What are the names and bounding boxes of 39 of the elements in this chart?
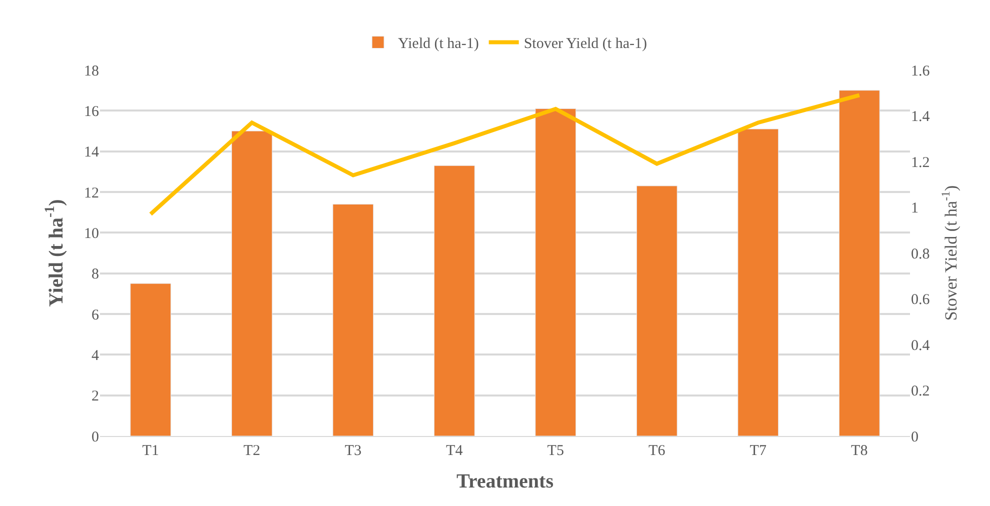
line-series xyxy=(148,93,862,216)
y-tick-label: 4 xyxy=(92,348,100,364)
x-axis-title: Treatments xyxy=(456,470,554,492)
x-tick-label: T5 xyxy=(547,443,564,459)
bar xyxy=(738,128,779,436)
y-tick-label: 12 xyxy=(84,185,99,202)
y-tick-label: 14 xyxy=(84,144,100,161)
bar xyxy=(130,283,172,436)
legend-label: Yield (t ha-1) xyxy=(398,36,479,52)
y-tick-label: 0 xyxy=(92,429,99,446)
bar xyxy=(434,165,475,436)
x-tick-label: T2 xyxy=(244,443,260,459)
y-tick-label: 10 xyxy=(84,226,99,242)
bar xyxy=(838,90,880,436)
x-tick-label: T8 xyxy=(851,443,868,459)
bar xyxy=(332,204,374,436)
y-tick-label: 6 xyxy=(92,307,100,324)
bar xyxy=(636,186,678,436)
y2-tick-label: 0.8 xyxy=(911,246,930,262)
y2-tick-label: 0 xyxy=(911,429,918,446)
x-tick-label: T6 xyxy=(648,443,666,459)
bar xyxy=(535,108,576,436)
y2-tick-label: 0.4 xyxy=(911,338,930,354)
y2-tick-label: 1.6 xyxy=(911,63,930,80)
y-tick-label: 18 xyxy=(84,63,99,80)
y2-tick-label: 1.4 xyxy=(911,109,930,125)
y-tick-label: 16 xyxy=(84,104,100,120)
bar xyxy=(231,130,272,436)
x-tick-label: T3 xyxy=(344,443,362,459)
y2-tick-label: 1.2 xyxy=(911,154,930,171)
y2-tick-label: 0.6 xyxy=(911,292,930,308)
y2-tick-label: 0.2 xyxy=(911,384,930,400)
y2-tick-label: 1 xyxy=(911,200,918,216)
legend-label: Stover Yield (t ha-1) xyxy=(524,36,647,52)
y-tick-label: 2 xyxy=(92,388,99,405)
x-tick-label: T4 xyxy=(446,443,464,459)
x-tick-label: T1 xyxy=(142,443,159,459)
x-tick-label: T7 xyxy=(750,443,767,459)
y-tick-label: 8 xyxy=(92,266,99,283)
